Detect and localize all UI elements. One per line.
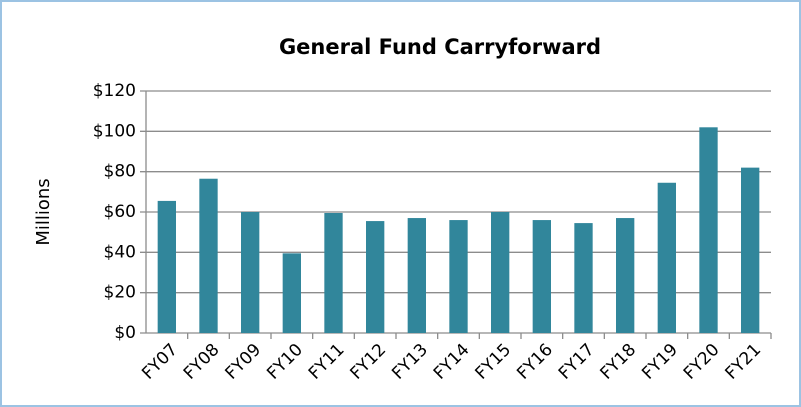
y-tick-label: $0 bbox=[114, 323, 136, 343]
bar bbox=[157, 200, 176, 333]
y-tick-label: $20 bbox=[104, 283, 136, 303]
bar bbox=[407, 218, 426, 333]
bar bbox=[741, 167, 760, 333]
chart-title: General Fund Carryforward bbox=[279, 35, 601, 59]
y-axis-label: Millions bbox=[33, 178, 54, 245]
bar bbox=[574, 223, 593, 333]
bar bbox=[699, 127, 718, 333]
y-tick-label: $100 bbox=[93, 121, 136, 141]
bar bbox=[199, 178, 218, 333]
bar bbox=[616, 218, 635, 333]
bar bbox=[491, 212, 510, 333]
bar bbox=[241, 212, 260, 333]
bar bbox=[366, 221, 385, 333]
bar bbox=[324, 213, 343, 333]
y-tick-label: $120 bbox=[93, 81, 136, 101]
y-tick-label: $60 bbox=[104, 202, 136, 222]
bar bbox=[282, 253, 301, 333]
y-tick-label: $80 bbox=[104, 162, 136, 182]
bar bbox=[657, 182, 676, 333]
bar bbox=[449, 220, 468, 333]
y-tick-label: $40 bbox=[104, 242, 136, 262]
bar bbox=[532, 220, 551, 333]
